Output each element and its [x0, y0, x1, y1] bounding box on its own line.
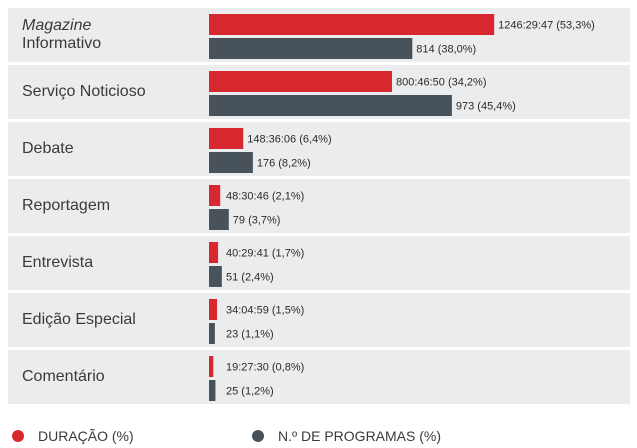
category-label-box: Serviço Noticioso — [22, 65, 167, 119]
row-background — [8, 293, 630, 347]
category-label: Edição Especial — [22, 311, 136, 328]
value-label: 973 (45,4%) — [456, 100, 516, 112]
bar — [209, 323, 215, 344]
bar — [209, 14, 495, 35]
legend-label: N.º DE PROGRAMAS (%) — [278, 428, 442, 444]
category-label-box: Entrevista — [22, 236, 167, 290]
category-label-box: Magazine Informativo — [22, 8, 167, 62]
value-label: 40:29:41 (1,7%) — [226, 247, 304, 259]
value-label: 148:36:06 (6,4%) — [247, 133, 331, 145]
row-background — [8, 350, 630, 404]
bar — [209, 95, 452, 116]
value-label: 34:04:59 (1,5%) — [226, 304, 304, 316]
category-label-box: Reportagem — [22, 179, 167, 233]
bar — [209, 71, 392, 92]
legend-swatch — [12, 430, 24, 442]
category-label: Reportagem — [22, 197, 111, 214]
bar — [209, 380, 216, 401]
value-label: 25 (1,2%) — [226, 385, 274, 397]
category-label: Comentário — [22, 368, 105, 385]
bar — [209, 185, 221, 206]
bar — [209, 128, 244, 149]
bar — [209, 152, 253, 173]
category-label-box: Edição Especial — [22, 293, 167, 347]
bar — [209, 266, 222, 287]
legend-label: DURAÇÃO (%) — [38, 428, 134, 444]
category-label-box: Debate — [22, 122, 167, 176]
category-label-box: Comentário — [22, 350, 167, 404]
value-label: 176 (8,2%) — [257, 157, 311, 169]
value-label: 23 (1,1%) — [226, 328, 274, 340]
row-background — [8, 179, 630, 233]
value-label: 48:30:46 (2,1%) — [226, 190, 304, 202]
row-background — [8, 122, 630, 176]
value-label: 1246:29:47 (53,3%) — [498, 19, 595, 31]
bar — [209, 38, 413, 59]
bar — [209, 299, 218, 320]
legend-item: N.º DE PROGRAMAS (%) — [252, 428, 441, 444]
legend-swatch — [252, 430, 264, 442]
category-label: Entrevista — [22, 254, 94, 271]
category-label: Debate — [22, 140, 74, 157]
bar — [209, 209, 229, 230]
value-label: 19:27:30 (0,8%) — [226, 361, 304, 373]
row-background — [8, 236, 630, 290]
bar — [209, 356, 214, 377]
value-label: 800:46:50 (34,2%) — [396, 76, 487, 88]
value-label: 814 (38,0%) — [416, 43, 476, 55]
value-label: 79 (3,7%) — [233, 214, 281, 226]
legend-item: DURAÇÃO (%) — [12, 428, 134, 444]
category-label: Serviço Noticioso — [22, 83, 146, 100]
bar — [209, 242, 219, 263]
category-label: Magazine Informativo — [22, 17, 102, 52]
value-label: 51 (2,4%) — [226, 271, 274, 283]
